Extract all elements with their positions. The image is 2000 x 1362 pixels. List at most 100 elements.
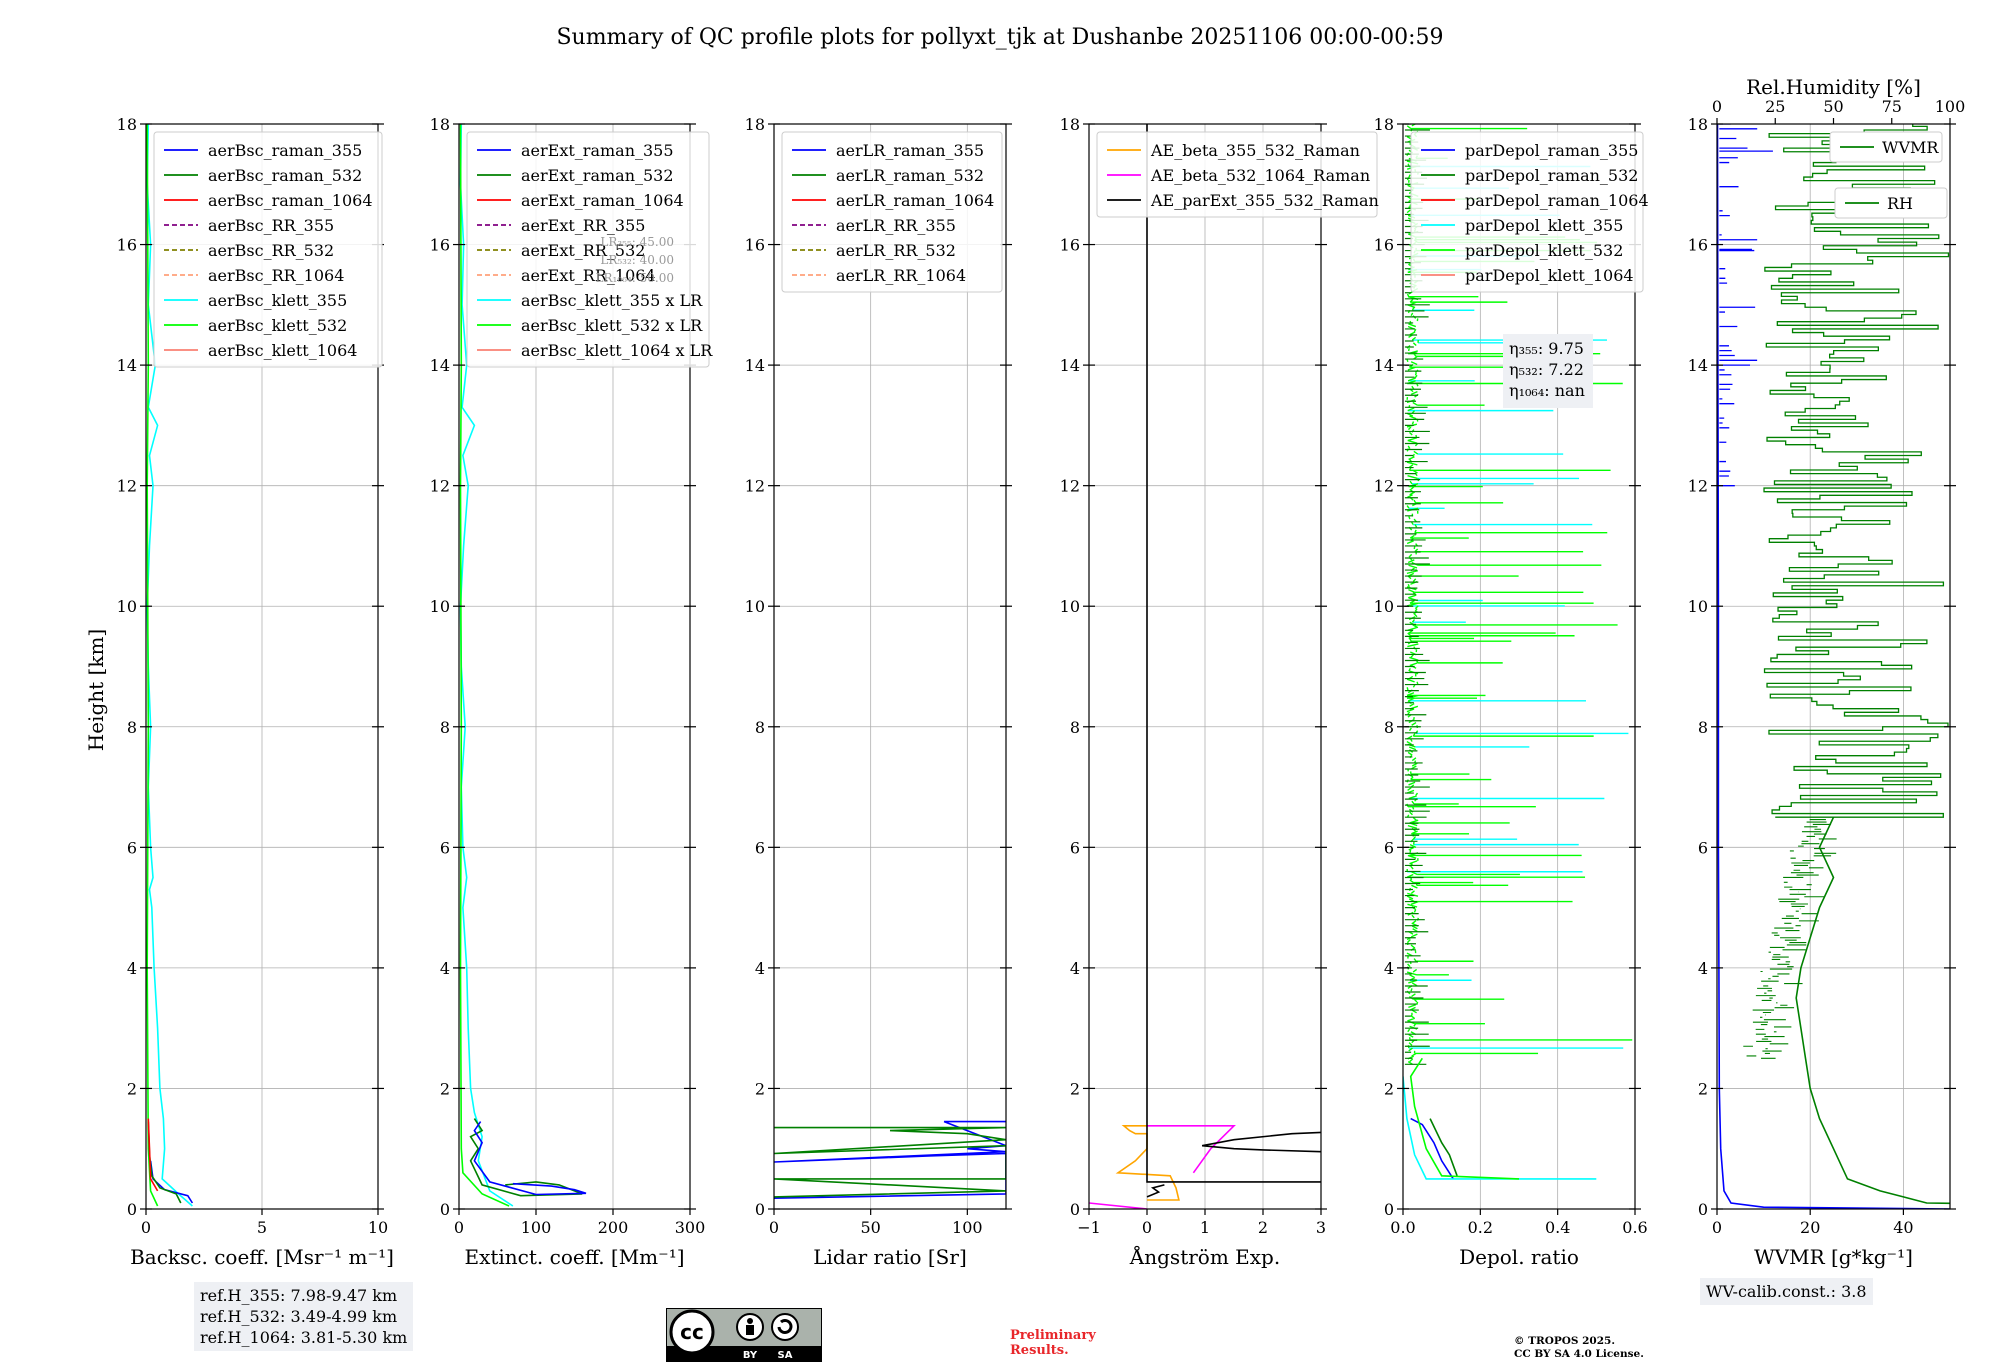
y-tick-label: 16	[1688, 236, 1708, 255]
legend-label: aerBsc_klett_532	[208, 316, 347, 335]
annotation-line: η₁₀₆₄: nan	[1509, 381, 1585, 400]
y-tick-label: 14	[1060, 356, 1080, 375]
y-tick-label: 10	[1374, 597, 1394, 616]
wv-calib-box: WV-calib.const.: 3.8	[1700, 1278, 1873, 1305]
y-tick-label: 4	[755, 959, 765, 978]
legend-label: aerLR_raman_1064	[836, 191, 994, 210]
lr-note: LR₁₀₆₄: 50.00	[596, 271, 674, 285]
legend-label: WVMR	[1882, 138, 1939, 157]
x-tick-label: 0	[454, 1218, 464, 1237]
y-tick-label: 2	[755, 1079, 765, 1098]
y-tick-label: 16	[117, 236, 137, 255]
y-tick-label: 2	[440, 1079, 450, 1098]
legend-label: aerBsc_raman_1064	[208, 191, 373, 210]
y-tick-label: 2	[1384, 1079, 1394, 1098]
copyright-note: © TROPOS 2025.CC BY SA 4.0 License.	[1514, 1335, 1644, 1361]
x-axis-label: Ångström Exp.	[1129, 1244, 1280, 1269]
y-tick-label: 4	[127, 959, 137, 978]
figure-title: Summary of QC profile plots for pollyxt_…	[556, 25, 1443, 50]
y-tick-label: 6	[440, 838, 450, 857]
x-top-tick-label: 50	[1823, 97, 1843, 116]
x-tick-label: 0	[141, 1218, 151, 1237]
x-tick-label: 0.6	[1622, 1218, 1647, 1237]
series-AE_beta_532_1064_Raman_low	[1089, 1203, 1147, 1209]
y-tick-label: 12	[1688, 477, 1708, 496]
y-tick-label: 14	[1374, 356, 1394, 375]
x-top-tick-label: 75	[1882, 97, 1902, 116]
y-tick-label: 10	[430, 597, 450, 616]
sa-label: SA	[778, 1350, 793, 1361]
legend-label: parDepol_klett_1064	[1465, 266, 1634, 285]
y-tick-label: 18	[1374, 115, 1394, 134]
series-AE_parExt_355_532_Raman	[1147, 124, 1321, 1182]
x-tick-label: 50	[860, 1218, 880, 1237]
x-tick-label: 1	[1200, 1218, 1210, 1237]
legend-label: parDepol_raman_1064	[1465, 191, 1649, 210]
legend-label: parDepol_raman_355	[1465, 141, 1638, 160]
series-aerBsc_raman_355	[151, 1161, 193, 1203]
legend: aerExt_raman_355aerExt_raman_532aerExt_r…	[467, 132, 713, 367]
y-tick-label: 8	[1384, 718, 1394, 737]
x-tick-label: 100	[521, 1218, 552, 1237]
series-AE_parExt_355_532_Raman_c	[1147, 1185, 1164, 1197]
x-axis-label: Depol. ratio	[1459, 1245, 1579, 1269]
ref-height-532: ref.H_532: 3.49-4.99 km	[200, 1306, 407, 1327]
x-tick-label: 0	[1142, 1218, 1152, 1237]
y-tick-label: 12	[1374, 477, 1394, 496]
x-top-axis-label: Rel.Humidity [%]	[1746, 75, 1921, 99]
legend-label: aerLR_raman_532	[836, 166, 984, 185]
legend: AE_beta_355_532_RamanAE_beta_532_1064_Ra…	[1097, 132, 1379, 217]
y-tick-label: 6	[1384, 838, 1394, 857]
x-tick-label: 100	[952, 1218, 983, 1237]
legend-label: aerBsc_klett_1064 x LR	[521, 341, 713, 360]
cc-by-sa-badge: cc BY SA	[666, 1308, 822, 1362]
series-parDepol_raman_355	[1411, 1119, 1454, 1179]
x-axis-label: Lidar ratio [Sr]	[813, 1245, 967, 1269]
y-tick-label: 14	[430, 356, 450, 375]
x-tick-label: 3	[1316, 1218, 1326, 1237]
series-parDepol_raman_532	[1430, 1119, 1457, 1176]
y-tick-label: 2	[1698, 1079, 1708, 1098]
series-group	[1718, 123, 2000, 1209]
preliminary-line-1: Preliminary	[1010, 1328, 1096, 1343]
legend-label: aerBsc_RR_355	[208, 216, 334, 235]
series-aerLR_raman_532	[774, 1128, 1006, 1197]
x-tick-label: 5	[257, 1218, 267, 1237]
y-tick-label: 14	[117, 356, 137, 375]
legend-label: aerExt_raman_532	[521, 166, 674, 185]
legend-label: aerLR_RR_532	[836, 241, 956, 260]
by-label: BY	[743, 1350, 758, 1361]
annotation-line: η₃₅₅: 9.75	[1509, 339, 1584, 358]
x-tick-label: 2	[1258, 1218, 1268, 1237]
y-tick-label: 0	[1698, 1200, 1708, 1219]
legend-label: aerBsc_raman_532	[208, 166, 362, 185]
legend-label: aerBsc_raman_355	[208, 141, 362, 160]
x-tick-label: 0.4	[1545, 1218, 1570, 1237]
series-WVMR-upper	[1719, 124, 1773, 486]
legend: parDepol_raman_355parDepol_raman_532parD…	[1411, 132, 1649, 292]
lr-note: LR₅₃₂: 40.00	[600, 253, 674, 267]
y-tick-label: 4	[1070, 959, 1080, 978]
series-aerExt_raman_355	[474, 1122, 586, 1195]
x-top-tick-label: 25	[1765, 97, 1785, 116]
y-tick-label: 4	[440, 959, 450, 978]
legend-label: AE_beta_532_1064_Raman	[1150, 166, 1370, 185]
ref-height-1064: ref.H_1064: 3.81-5.30 km	[200, 1327, 407, 1348]
y-tick-label: 16	[1374, 236, 1394, 255]
y-tick-label: 2	[127, 1079, 137, 1098]
x-tick-label: 300	[675, 1218, 706, 1237]
legend: aerBsc_raman_355 aerBsc_raman_532 aerBsc_r…	[154, 132, 382, 367]
y-tick-label: 0	[755, 1200, 765, 1219]
y-tick-label: 8	[1698, 718, 1708, 737]
legend-label: aerBsc_RR_532	[208, 241, 334, 260]
y-tick-label: 14	[745, 356, 765, 375]
y-tick-label: 6	[127, 838, 137, 857]
legend-label: aerBsc_klett_355 x LR	[521, 291, 703, 310]
